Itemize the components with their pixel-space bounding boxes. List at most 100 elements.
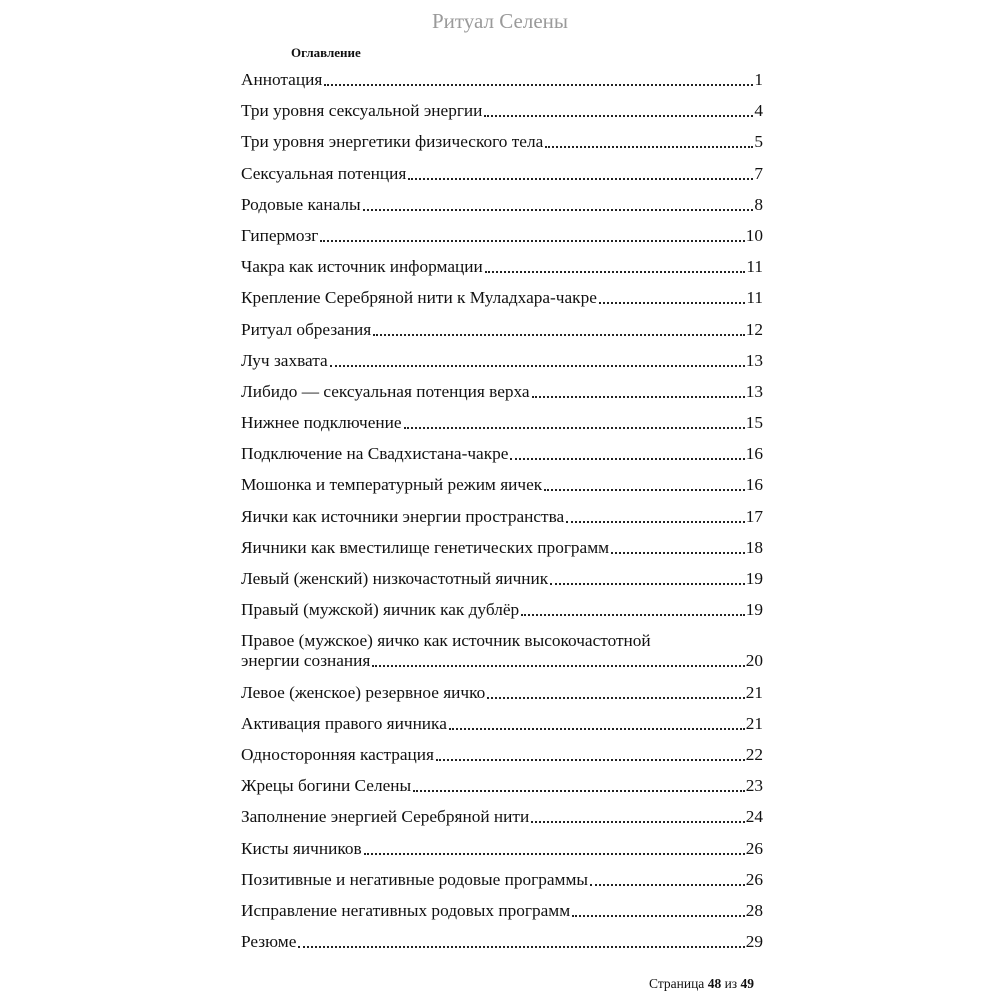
- toc-entry[interactable]: Кисты яичников 26: [241, 839, 763, 859]
- toc-entry[interactable]: Исправление негативных родовых программ 2…: [241, 901, 763, 921]
- toc-entry-page: 28: [745, 900, 763, 920]
- toc-entry-title: Кисты яичников: [241, 838, 362, 858]
- toc-entry[interactable]: Позитивные и негативные родовые программ…: [241, 870, 763, 890]
- toc-entry-title: Резюме: [241, 932, 297, 952]
- toc-entry-title: Яичники как вместилище генетических прог…: [241, 537, 610, 557]
- toc-entry-title: Мошонка и температурный режим яичек: [241, 475, 543, 495]
- toc-entry[interactable]: Заполнение энергией Серебряной нити 24: [241, 807, 763, 827]
- toc-entry-page: 11: [746, 288, 763, 308]
- toc-entry[interactable]: Резюме 29: [241, 932, 763, 952]
- toc-entry-title: Левое (женское) резервное яичко: [241, 682, 486, 702]
- running-header: Ритуал Селены: [431, 9, 568, 33]
- footer-of: из: [724, 976, 738, 991]
- toc-entry[interactable]: Правое (мужское) яичко как источник высо…: [241, 631, 763, 671]
- dot-leader: [566, 520, 745, 523]
- dot-leader: [448, 727, 745, 730]
- toc-entry-page: 29: [745, 932, 763, 952]
- table-of-contents: Аннотация 1 Три уровня сексуальной энергии…: [241, 70, 763, 963]
- toc-entry-page: 19: [745, 600, 763, 620]
- dot-leader: [531, 395, 745, 398]
- dot-leader: [544, 489, 745, 492]
- toc-entry[interactable]: Крепление Серебряной нити к Муладхара-ча…: [241, 288, 763, 308]
- toc-entry[interactable]: Мошонка и температурный режим яичек 16: [241, 475, 763, 495]
- toc-entry-title: Подключение на Свадхистана-чакре: [241, 444, 509, 464]
- toc-entry-title: Односторонняя кастрация: [241, 744, 434, 764]
- toc-heading: Оглавление: [291, 45, 361, 60]
- dot-leader: [510, 458, 745, 461]
- dot-leader: [598, 302, 746, 305]
- toc-entry[interactable]: Левый (женский) низкочастотный яичник 19: [241, 569, 763, 589]
- dot-leader: [550, 583, 745, 585]
- toc-entry[interactable]: Либидо — сексуальная потенция верха 13: [241, 382, 763, 402]
- toc-entry-page: 19: [745, 569, 763, 588]
- toc-entry-page: 7: [754, 163, 763, 183]
- toc-entry[interactable]: Левое (женское) резервное яичко 21: [241, 683, 763, 703]
- toc-entry-title-cont: энергии сознания: [241, 651, 371, 671]
- dot-leader: [324, 84, 754, 86]
- toc-entry-page: 22: [745, 744, 763, 764]
- dot-leader: [521, 614, 745, 617]
- toc-entry-title: Чакра как источник информации: [241, 257, 483, 277]
- toc-entry-page: 23: [745, 776, 763, 796]
- toc-entry-title: Правый (мужской) яичник как дублёр: [241, 600, 520, 620]
- toc-entry[interactable]: Яички как источники энергии пространства…: [241, 507, 763, 527]
- dot-leader: [590, 883, 745, 886]
- toc-entry-title: Ритуал обрезания: [241, 319, 372, 339]
- toc-entry[interactable]: Односторонняя кастрация 22: [241, 745, 763, 765]
- toc-entry-page: 1: [754, 70, 763, 89]
- toc-entry[interactable]: Три уровня сексуальной энергии 4: [241, 101, 763, 121]
- toc-entry-title: Яички как источники энергии пространства: [241, 506, 565, 526]
- footer-label: Страница: [649, 976, 705, 991]
- dot-leader: [408, 177, 754, 180]
- toc-entry-page: 12: [745, 319, 763, 339]
- toc-entry-title: Либидо — сексуальная потенция верха: [241, 381, 530, 401]
- toc-entry[interactable]: Ритуал обрезания 12: [241, 320, 763, 340]
- dot-leader: [545, 146, 754, 149]
- toc-entry-page: 26: [745, 838, 763, 858]
- toc-entry[interactable]: Правый (мужской) яичник как дублёр 19: [241, 600, 763, 620]
- dot-leader: [329, 364, 745, 367]
- toc-entry-page: 8: [754, 194, 763, 214]
- toc-entry[interactable]: Гипермозг 10: [241, 226, 763, 246]
- toc-entry-page: 5: [754, 132, 763, 152]
- toc-entry-title: Сексуальная потенция: [241, 163, 407, 183]
- toc-entry-page: 18: [745, 537, 763, 557]
- dot-leader: [413, 790, 745, 793]
- toc-entry-page: 11: [746, 257, 763, 277]
- toc-entry-page: 26: [745, 869, 763, 889]
- toc-entry-title: Три уровня энергетики физического тела: [241, 132, 544, 152]
- toc-entry[interactable]: Чакра как источник информации 11: [241, 257, 763, 277]
- toc-entry-page: 21: [745, 682, 763, 702]
- toc-entry[interactable]: Родовые каналы 8: [241, 195, 763, 215]
- toc-entry[interactable]: Активация правого яичника 21: [241, 714, 763, 734]
- toc-entry-title: Аннотация: [241, 70, 323, 89]
- dot-leader: [320, 239, 745, 242]
- toc-entry-title: Позитивные и негативные родовые программ…: [241, 869, 588, 889]
- toc-entry[interactable]: Луч захвата 13: [241, 351, 763, 371]
- toc-entry[interactable]: Сексуальная потенция 7: [241, 164, 763, 184]
- dot-leader: [436, 758, 745, 761]
- toc-entry-title: Родовые каналы: [241, 194, 361, 214]
- toc-entry[interactable]: Аннотация 1: [241, 70, 763, 90]
- toc-entry-page: 24: [745, 807, 763, 827]
- toc-entry-title: Активация правого яичника: [241, 713, 447, 733]
- toc-entry-page: 16: [745, 475, 763, 495]
- dot-leader: [572, 914, 745, 917]
- toc-entry-page: 17: [745, 506, 763, 526]
- toc-entry[interactable]: Подключение на Свадхистана-чакре 16: [241, 444, 763, 464]
- toc-entry-page: 10: [745, 225, 763, 245]
- toc-entry-title: Правое (мужское) яичко как источник высо…: [241, 631, 651, 651]
- dot-leader: [373, 333, 745, 336]
- toc-entry-page: 13: [745, 350, 763, 370]
- toc-entry[interactable]: Жрецы богини Селены 23: [241, 776, 763, 796]
- dot-leader: [363, 852, 745, 855]
- toc-entry-title: Жрецы богини Селены: [241, 776, 412, 796]
- toc-entry[interactable]: Яичники как вместилище генетических прог…: [241, 538, 763, 558]
- toc-entry-title: Гипермозг: [241, 225, 319, 245]
- toc-entry-page: 21: [745, 713, 763, 733]
- toc-entry[interactable]: Нижнее подключение 15: [241, 413, 763, 433]
- toc-entry-page: 4: [754, 101, 763, 121]
- toc-entry-title: Нижнее подключение: [241, 413, 402, 433]
- toc-entry[interactable]: Три уровня энергетики физического тела 5: [241, 132, 763, 152]
- toc-entry-title: Исправление негативных родовых программ: [241, 900, 571, 920]
